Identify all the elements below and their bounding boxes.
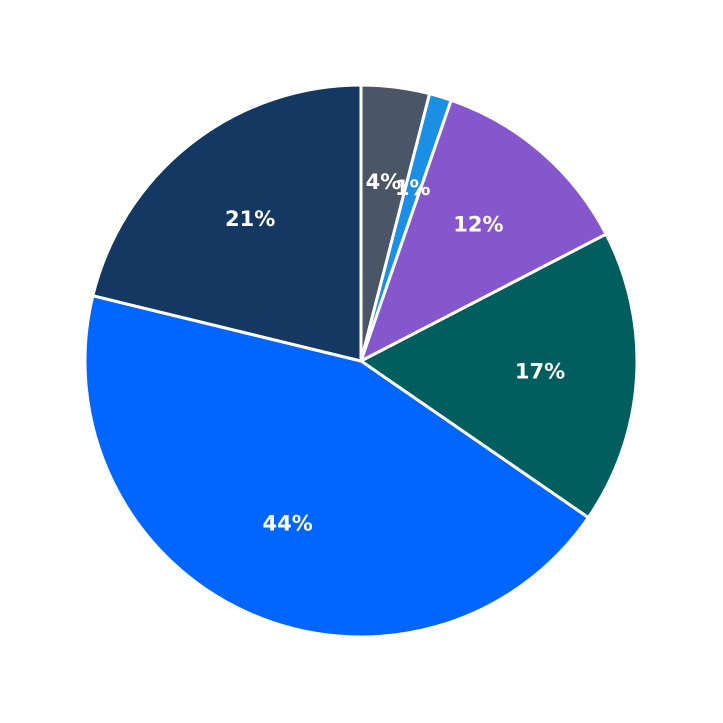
slice-label: 44% (263, 512, 313, 536)
pie-slice (83, 294, 590, 639)
pie-slice (91, 83, 363, 363)
slice-label: 4% (366, 170, 402, 194)
slice-label: 1% (395, 176, 431, 200)
slice-label: 12% (453, 212, 503, 236)
slice-label: 17% (515, 359, 565, 383)
pie-slice (359, 98, 608, 363)
pie-slice (359, 232, 639, 520)
slice-label: 21% (225, 207, 275, 231)
